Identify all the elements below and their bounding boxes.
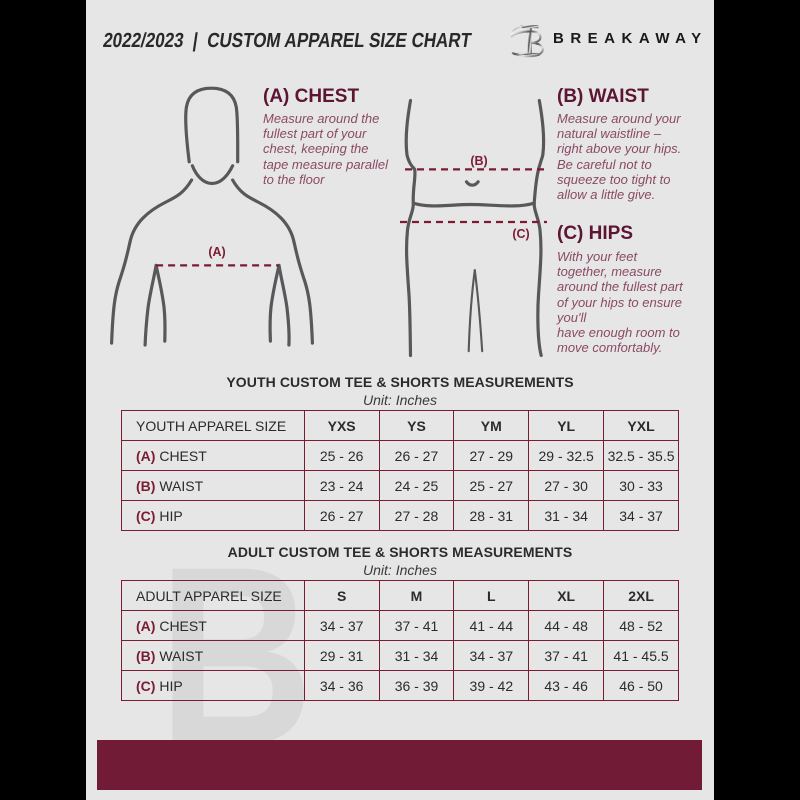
svg-text:(B): (B) — [470, 154, 487, 168]
svg-text:(A): (A) — [208, 245, 225, 259]
svg-text:(C): (C) — [512, 227, 529, 241]
